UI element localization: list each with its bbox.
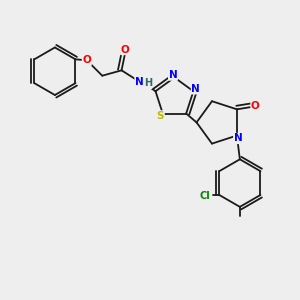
Text: O: O [82, 55, 91, 65]
Text: S: S [157, 111, 164, 121]
Text: N: N [234, 134, 242, 143]
Text: N: N [169, 70, 177, 80]
Text: N: N [135, 76, 144, 87]
Text: Cl: Cl [200, 190, 211, 201]
Text: O: O [251, 101, 260, 111]
Text: O: O [121, 44, 130, 55]
Text: N: N [191, 84, 200, 94]
Text: H: H [144, 78, 152, 88]
